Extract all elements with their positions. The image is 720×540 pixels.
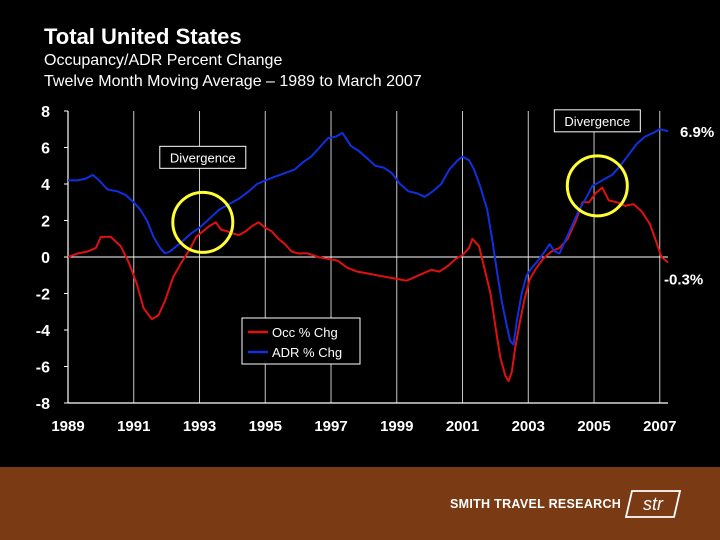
- y-tick-label: -6: [36, 360, 50, 377]
- x-tick-label: 1995: [249, 418, 282, 435]
- footer-bar: SMITH TRAVEL RESEARCH str: [0, 467, 720, 540]
- series-line-1: [68, 128, 669, 346]
- chart-subtitle-2: Twelve Month Moving Average – 1989 to Ma…: [44, 73, 422, 90]
- y-tick-label: 6: [41, 141, 50, 158]
- x-tick-label: 1999: [380, 418, 413, 435]
- divergence-circle: [171, 190, 235, 254]
- divergence-circle: [565, 154, 629, 218]
- y-tick-label: -2: [36, 287, 50, 304]
- annotation-label: Divergence: [170, 150, 236, 165]
- y-tick-label: 8: [41, 104, 50, 121]
- end-label: 6.9%: [680, 124, 714, 141]
- x-tick-label: 2003: [512, 418, 545, 435]
- chart-subtitle-1: Occupancy/ADR Percent Change: [44, 52, 283, 69]
- x-tick-label: 1991: [117, 418, 150, 435]
- legend-box: [241, 317, 361, 365]
- annotation-label: Divergence: [564, 114, 630, 129]
- annotation-box: [553, 109, 641, 133]
- y-tick-label: 2: [41, 214, 50, 231]
- x-tick-label: 1989: [51, 418, 84, 435]
- end-label: -0.3%: [664, 271, 703, 288]
- annotation-box: [159, 145, 247, 169]
- str-logo: str: [624, 490, 682, 518]
- y-tick-label: -4: [36, 323, 50, 340]
- company-name: SMITH TRAVEL RESEARCH: [450, 497, 622, 511]
- x-tick-label: 1997: [314, 418, 347, 435]
- y-tick-label: 0: [41, 250, 50, 267]
- x-tick-label: 2005: [577, 418, 610, 435]
- str-logo-text: str: [643, 494, 664, 514]
- x-tick-label: 2007: [643, 418, 676, 435]
- x-tick-label: 1993: [183, 418, 216, 435]
- y-tick-label: 4: [41, 177, 50, 194]
- series-line-0: [67, 186, 669, 383]
- legend-label: ADR % Chg: [272, 345, 342, 360]
- legend-label: Occ % Chg: [272, 325, 338, 340]
- x-tick-label: 2001: [446, 418, 479, 435]
- legend: Occ % Chg ADR % Chg: [241, 317, 361, 365]
- chart-title: Total United States: [44, 24, 242, 49]
- y-tick-label: -8: [36, 396, 50, 413]
